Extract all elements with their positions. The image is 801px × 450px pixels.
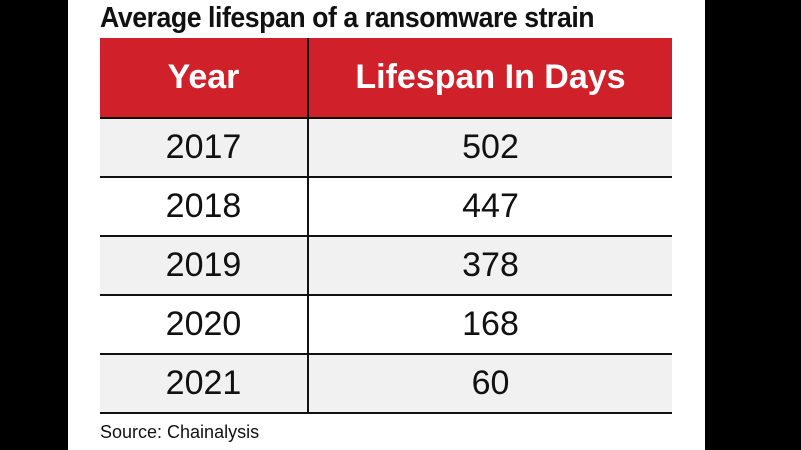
column-header-year: Year <box>100 38 309 118</box>
year-cell: 2020 <box>100 294 309 354</box>
lifespan-cell: 502 <box>308 117 672 177</box>
chart-title: Average lifespan of a ransomware strain <box>100 2 595 34</box>
table-row: 2019 378 <box>100 235 672 295</box>
lifespan-cell: 447 <box>308 176 672 236</box>
lifespan-cell: 168 <box>308 294 672 354</box>
year-cell: 2019 <box>100 235 309 295</box>
table-row: 2018 447 <box>100 176 672 236</box>
table-header: Year Lifespan In Days <box>100 38 672 118</box>
table-row: 2020 168 <box>100 294 672 354</box>
column-header-lifespan: Lifespan In Days <box>308 38 672 118</box>
data-table: Year Lifespan In Days 2017 502 2018 447 2019… <box>100 38 672 414</box>
year-cell: 2017 <box>100 117 309 177</box>
table-row: 2017 502 <box>100 117 672 177</box>
lifespan-cell: 60 <box>308 353 672 414</box>
lifespan-cell: 378 <box>308 235 672 295</box>
year-cell: 2018 <box>100 176 309 236</box>
source-note: Source: Chainalysis <box>100 422 260 442</box>
year-cell: 2021 <box>100 353 309 414</box>
table-row: 2021 60 <box>100 353 672 414</box>
